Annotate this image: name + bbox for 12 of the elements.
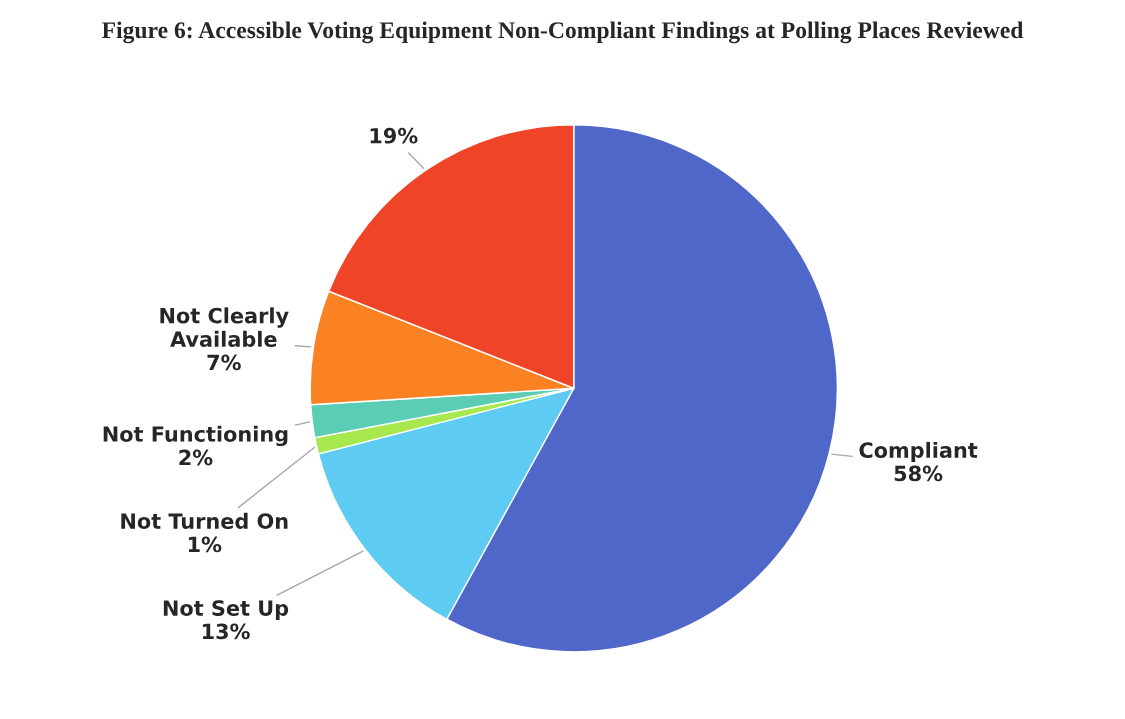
slice-label: Not Set Up xyxy=(163,600,289,620)
slice-label: Not Turned On xyxy=(121,512,288,529)
data-label: 13% xyxy=(202,623,250,640)
data-label: 2% xyxy=(179,449,213,466)
chart-title: Figure 6: Accessible Voting Equipment Non-Compliant Findings at Polling Places Reviewed xyxy=(102,21,1024,44)
data-label: 1% xyxy=(188,536,222,553)
data-label: 19% xyxy=(370,127,418,144)
slice-label: Not Clearly Available xyxy=(160,307,289,347)
data-label: 58% xyxy=(894,465,943,482)
slice-label: Compliant xyxy=(859,441,978,463)
data-label: 7% xyxy=(207,354,241,371)
slice-label: Not Functioning xyxy=(103,425,288,447)
